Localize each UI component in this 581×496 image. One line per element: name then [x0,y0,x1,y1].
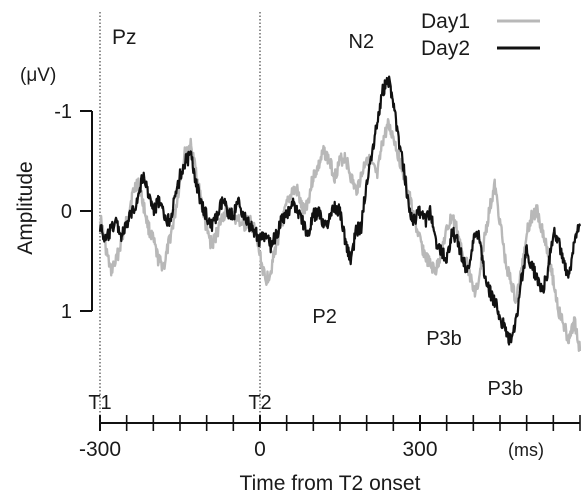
y-tick-label: 0 [61,201,72,223]
legend-label: Day2 [421,37,470,60]
event-marker-label: T2 [248,392,271,414]
component-label-p2: P2 [312,306,336,328]
legend: Day1 Day2 [421,10,540,60]
x-tick-label: 300 [402,438,437,461]
x-unit-label: (ms) [508,440,544,460]
marker-layer: T1 T2 [88,12,272,423]
y-axis-title: Amplitude [14,161,37,254]
series-line-day1 [98,118,581,352]
event-marker-label: T1 [88,392,111,414]
axes-layer: -1 0 1 -300 0 300 [54,101,581,461]
unit-label: (μV) [20,65,56,86]
annotation-layer: N2 P2 P3b P3b [312,31,523,400]
series-line-day2 [98,75,581,346]
x-tick-label: -300 [79,438,121,461]
legend-label: Day1 [421,10,470,33]
y-tick-label: 1 [61,301,72,323]
x-tick-label: 0 [254,438,266,461]
x-axis-title: Time from T2 onset [240,472,421,495]
component-label-n2: N2 [349,31,375,53]
channel-label: Pz [112,26,137,49]
series-layer [98,75,581,352]
component-label-p3b: P3b [488,378,524,400]
component-label-p3b: P3b [426,328,462,350]
y-tick-label: -1 [54,101,72,123]
